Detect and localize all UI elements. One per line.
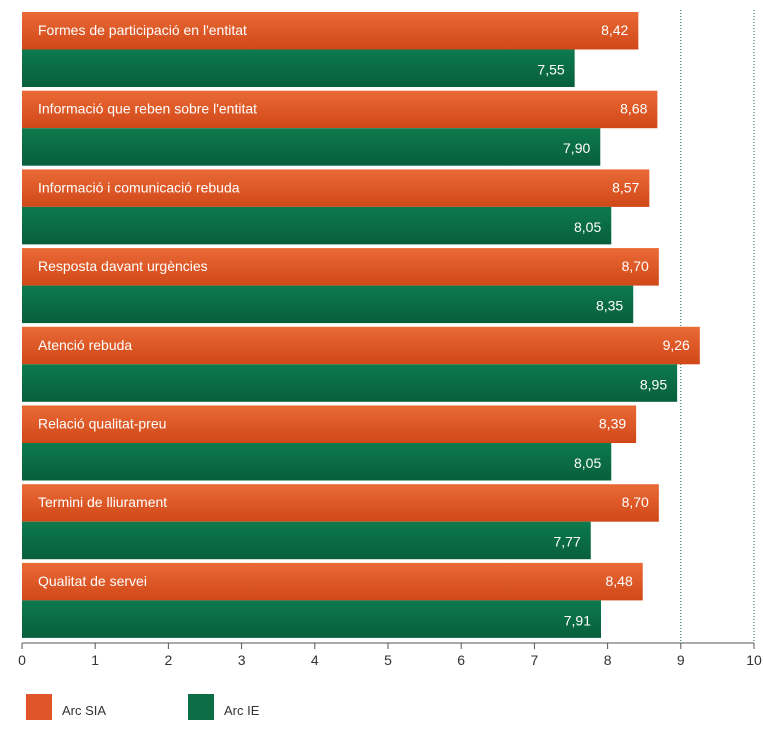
bar-arc-ie [22,285,634,324]
data-label-arc-sia: 8,39 [599,416,626,432]
data-label-arc-ie: 8,95 [640,376,667,392]
bar-arc-sia [22,12,639,50]
bar-arc-sia [22,405,637,443]
bar-arc-sia [22,326,700,365]
data-label-arc-sia: 8,57 [612,179,639,195]
x-tick-label: 3 [238,652,246,668]
x-tick-label: 6 [457,652,465,668]
data-label-arc-ie: 7,90 [563,140,590,156]
data-label-arc-ie: 7,77 [554,534,581,550]
bar-arc-ie [22,443,612,481]
data-label-arc-sia: 8,70 [622,258,649,274]
category-label: Termini de lliurament [38,494,167,510]
category-label: Informació que reben sobre l'entitat [38,101,257,117]
legend-label-arc-ie: Arc IE [224,703,260,718]
data-label-arc-sia: 8,70 [622,494,649,510]
bar-arc-sia [22,484,659,522]
bar-arc-ie [22,49,575,87]
bar-arc-ie [22,128,601,166]
x-tick-label: 8 [604,652,612,668]
bar-arc-sia [22,90,658,129]
data-label-arc-ie: 7,91 [564,612,591,628]
bar-arc-ie [22,206,612,245]
x-tick-label: 9 [677,652,685,668]
bar-arc-sia [22,562,643,601]
legend-swatch-arc-ie [188,694,214,720]
category-label: Informació i comunicació rebuda [38,179,240,195]
bar-arc-sia [22,248,659,286]
data-label-arc-ie: 8,05 [574,219,601,235]
bar-arc-ie [22,521,591,560]
bar-arc-ie [22,364,678,402]
legend-label-arc-sia: Arc SIA [62,703,107,718]
legend-swatch-arc-sia [26,694,52,720]
x-tick-label: 4 [311,652,319,668]
x-tick-label: 0 [18,652,26,668]
bar-arc-sia [22,169,650,207]
x-tick-label: 5 [384,652,392,668]
data-label-arc-ie: 7,55 [537,62,564,78]
data-label-arc-ie: 8,05 [574,455,601,471]
x-tick-label: 7 [531,652,539,668]
category-label: Formes de participació en l'entitat [38,22,247,38]
data-label-arc-sia: 9,26 [663,337,690,353]
data-label-arc-sia: 8,68 [620,101,647,117]
bar-chart: Formes de participació en l'entitat 8,42 7… [18,10,762,668]
x-tick-label: 2 [165,652,173,668]
category-label: Relació qualitat-preu [38,416,166,432]
x-tick-label: 1 [91,652,99,668]
data-label-arc-sia: 8,42 [601,22,628,38]
x-tick-label: 10 [746,652,762,668]
category-label: Qualitat de servei [38,573,147,589]
data-label-arc-ie: 8,35 [596,298,623,314]
bar-arc-ie [22,600,602,638]
category-label: Atenció rebuda [38,337,132,353]
category-label: Resposta davant urgències [38,258,208,274]
data-label-arc-sia: 8,48 [605,573,632,589]
